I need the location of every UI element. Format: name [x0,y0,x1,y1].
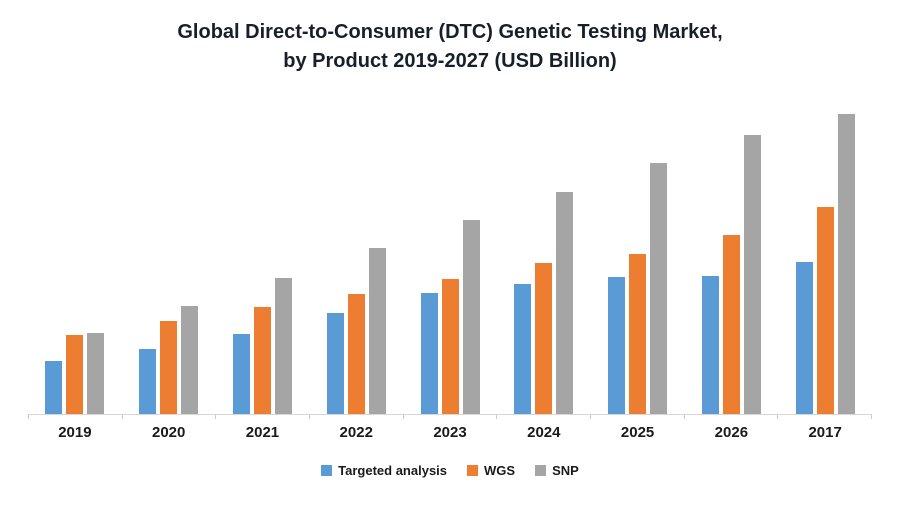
chart-title-line2: by Product 2019-2027 (USD Billion) [283,50,617,72]
bar-snp-2025 [650,163,668,414]
bar-group-2023 [403,114,497,414]
bar-group-2025 [591,114,685,414]
bar-wgs-2017 [816,207,834,414]
bar-snp-2017 [837,114,855,414]
bar-targeted-analysis-2022 [326,313,344,414]
legend-swatch-icon [535,465,547,476]
bar-snp-2020 [181,306,199,414]
legend-swatch-icon [321,465,333,476]
x-axis-label-2019: 2019 [58,424,92,441]
legend-label: SNP [552,463,579,478]
bar-snp-2022 [368,248,386,414]
x-axis-tick [404,415,498,419]
bar-wgs-2023 [441,279,459,414]
bar-group-2022 [309,114,403,414]
x-axis-tick [310,415,404,419]
legend-label: Targeted analysis [338,463,448,478]
chart-plot-area [28,114,872,415]
legend-item-snp: SNP [535,463,579,478]
x-axis-tick [778,415,873,419]
x-axis-tick [123,415,217,419]
legend-item-wgs: WGS [467,463,515,478]
legend-label: WGS [484,463,516,478]
bar-group-2020 [122,114,216,414]
chart-title: Global Direct-to-Consumer (DTC) Genetic … [100,18,800,76]
bar-snp-2026 [743,135,761,414]
bar-snp-2024 [556,192,574,414]
x-axis-label-2022: 2022 [339,424,373,441]
bar-wgs-2022 [347,294,365,414]
chart-title-line1: Global Direct-to-Consumer (DTC) Genetic … [177,21,723,43]
bar-snp-2021 [274,278,292,414]
bar-snp-2023 [462,220,480,414]
x-axis-tick [591,415,685,419]
x-axis-tick [28,415,123,419]
x-axis-tick [685,415,779,419]
bar-group-2019 [28,114,122,414]
bar-targeted-analysis-2025 [608,277,626,414]
bar-wgs-2021 [253,307,271,414]
bar-wgs-2026 [722,235,740,414]
x-axis-tick [497,415,592,419]
bar-wgs-2019 [66,335,84,414]
x-axis-label-2021: 2021 [245,424,280,441]
bar-targeted-analysis-2019 [45,361,63,414]
bar-group-2024 [497,114,591,414]
x-axis-label-2020: 2020 [151,424,186,441]
x-axis-labels: 2019 2020 2021 2022 2023 2024 2025 2026 2017 [28,419,872,441]
x-axis-label-2024: 2024 [527,424,561,441]
chart-legend: Targeted analysis WGS SNP [0,463,900,478]
legend-swatch-icon [467,465,479,476]
bar-wgs-2024 [535,263,553,414]
x-axis-label-2025: 2025 [620,424,655,441]
bar-snp-2019 [87,333,105,414]
x-axis-ticks [28,415,873,419]
x-axis-label-2023: 2023 [433,424,467,441]
x-axis-label-2017: 2017 [808,424,842,441]
bar-targeted-analysis-2017 [795,262,813,414]
bar-wgs-2020 [160,321,178,414]
bar-targeted-analysis-2024 [514,284,532,414]
x-axis-label-2026: 2026 [714,424,749,441]
bar-group-2026 [684,114,778,414]
bar-wgs-2025 [629,254,647,414]
x-axis-tick [216,415,311,419]
bar-group-2017 [778,114,872,414]
bar-targeted-analysis-2020 [139,349,157,414]
legend-item-targeted-analysis: Targeted analysis [321,463,447,478]
bar-targeted-analysis-2021 [232,334,250,414]
bar-group-2021 [216,114,310,414]
bar-targeted-analysis-2026 [701,276,719,414]
bar-targeted-analysis-2023 [420,293,438,414]
